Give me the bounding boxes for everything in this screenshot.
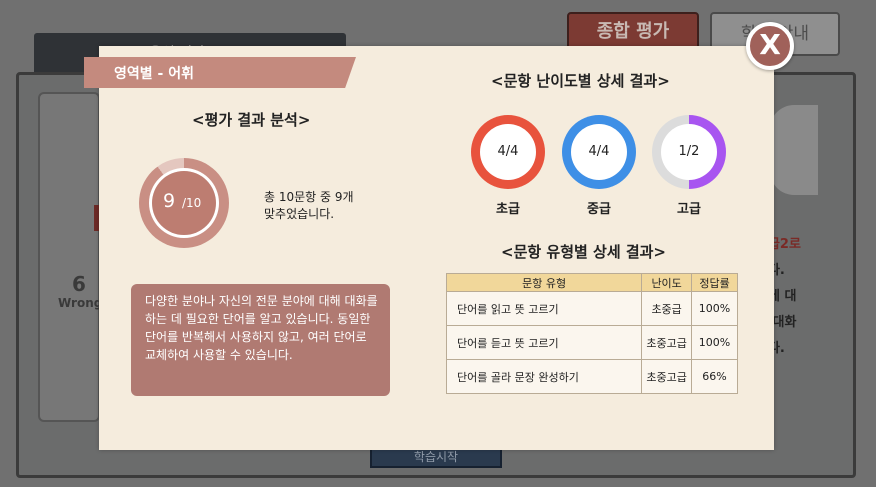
cell-rate: 100% (691, 325, 738, 360)
difficulty-ring-beginner: 4/4 (471, 115, 545, 189)
wrong-label: Wrong (58, 296, 103, 310)
ring-value: 4/4 (571, 124, 627, 180)
difficulty-label-intermediate: 중급 (587, 202, 611, 217)
score-donut: 9 /10 (139, 158, 229, 248)
type-results-table: 문항 유형 난이도 정답률 단어를 읽고 뜻 고르기 초중급 100% 단어를 … (445, 273, 738, 394)
type-heading: <문항 유형별 상세 결과> (501, 243, 667, 261)
table-row: 단어를 듣고 뜻 고르기 초중고급 100% (445, 325, 738, 360)
difficulty-heading: <문항 난이도별 상세 결과> (491, 72, 670, 90)
score-value: 9 (163, 190, 176, 212)
ribbon-title: 영역별 - 어휘 (114, 66, 194, 82)
table-header-row: 문항 유형 난이도 정답률 (445, 273, 738, 292)
cell-level: 초중급 (641, 291, 693, 326)
summary-line: 총 10문항 중 9개 (264, 190, 354, 204)
col-header-rate: 정답률 (691, 273, 738, 292)
avatar (770, 105, 818, 195)
overall-eval-button: 종합 평가 (567, 12, 699, 52)
wrong-count: 6 (72, 272, 86, 296)
col-header-level: 난이도 (641, 273, 693, 292)
result-modal: 영역별 - 어휘 <평가 결과 분석> 9 /10 총 10문항 중 9개 맞추… (84, 46, 774, 450)
close-button[interactable]: X (746, 22, 794, 70)
ring-value: 4/4 (480, 124, 536, 180)
section-ribbon: 영역별 - 어휘 (84, 57, 356, 88)
difficulty-label-advanced: 고급 (677, 202, 701, 217)
cell-level: 초중고급 (641, 359, 693, 394)
difficulty-label-beginner: 초급 (496, 202, 520, 217)
difficulty-ring-advanced: 1/2 (652, 115, 726, 189)
cell-type: 단어를 골라 문장 완성하기 (445, 359, 643, 394)
analysis-heading: <평가 결과 분석> (192, 111, 311, 129)
difficulty-ring-intermediate: 4/4 (562, 115, 636, 189)
cell-level: 초중고급 (641, 325, 693, 360)
summary-line: 맞추었습니다. (264, 207, 335, 221)
analysis-comment: 다양한 분야나 자신의 전문 분야에 대해 대화를 하는 데 필요한 단어를 알… (131, 284, 390, 396)
cell-rate: 100% (691, 291, 738, 326)
table-row: 단어를 읽고 뜻 고르기 초중급 100% (445, 291, 738, 326)
bg-left-card (38, 92, 100, 422)
score-badge: 9 /10 (152, 171, 216, 235)
col-header-type: 문항 유형 (445, 273, 643, 292)
table-row: 단어를 골라 문장 완성하기 초중고급 66% (445, 359, 738, 394)
score-total: /10 (182, 196, 202, 210)
start-study-button: 학습시작 (370, 446, 502, 468)
ring-value: 1/2 (661, 124, 717, 180)
cell-rate: 66% (691, 359, 738, 394)
cell-type: 단어를 읽고 뜻 고르기 (445, 291, 643, 326)
score-summary: 총 10문항 중 9개 맞추었습니다. (264, 189, 354, 223)
cell-type: 단어를 듣고 뜻 고르기 (445, 325, 643, 360)
